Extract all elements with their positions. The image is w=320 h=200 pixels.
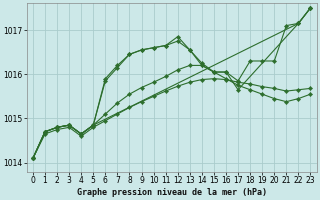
X-axis label: Graphe pression niveau de la mer (hPa): Graphe pression niveau de la mer (hPa) — [77, 188, 267, 197]
